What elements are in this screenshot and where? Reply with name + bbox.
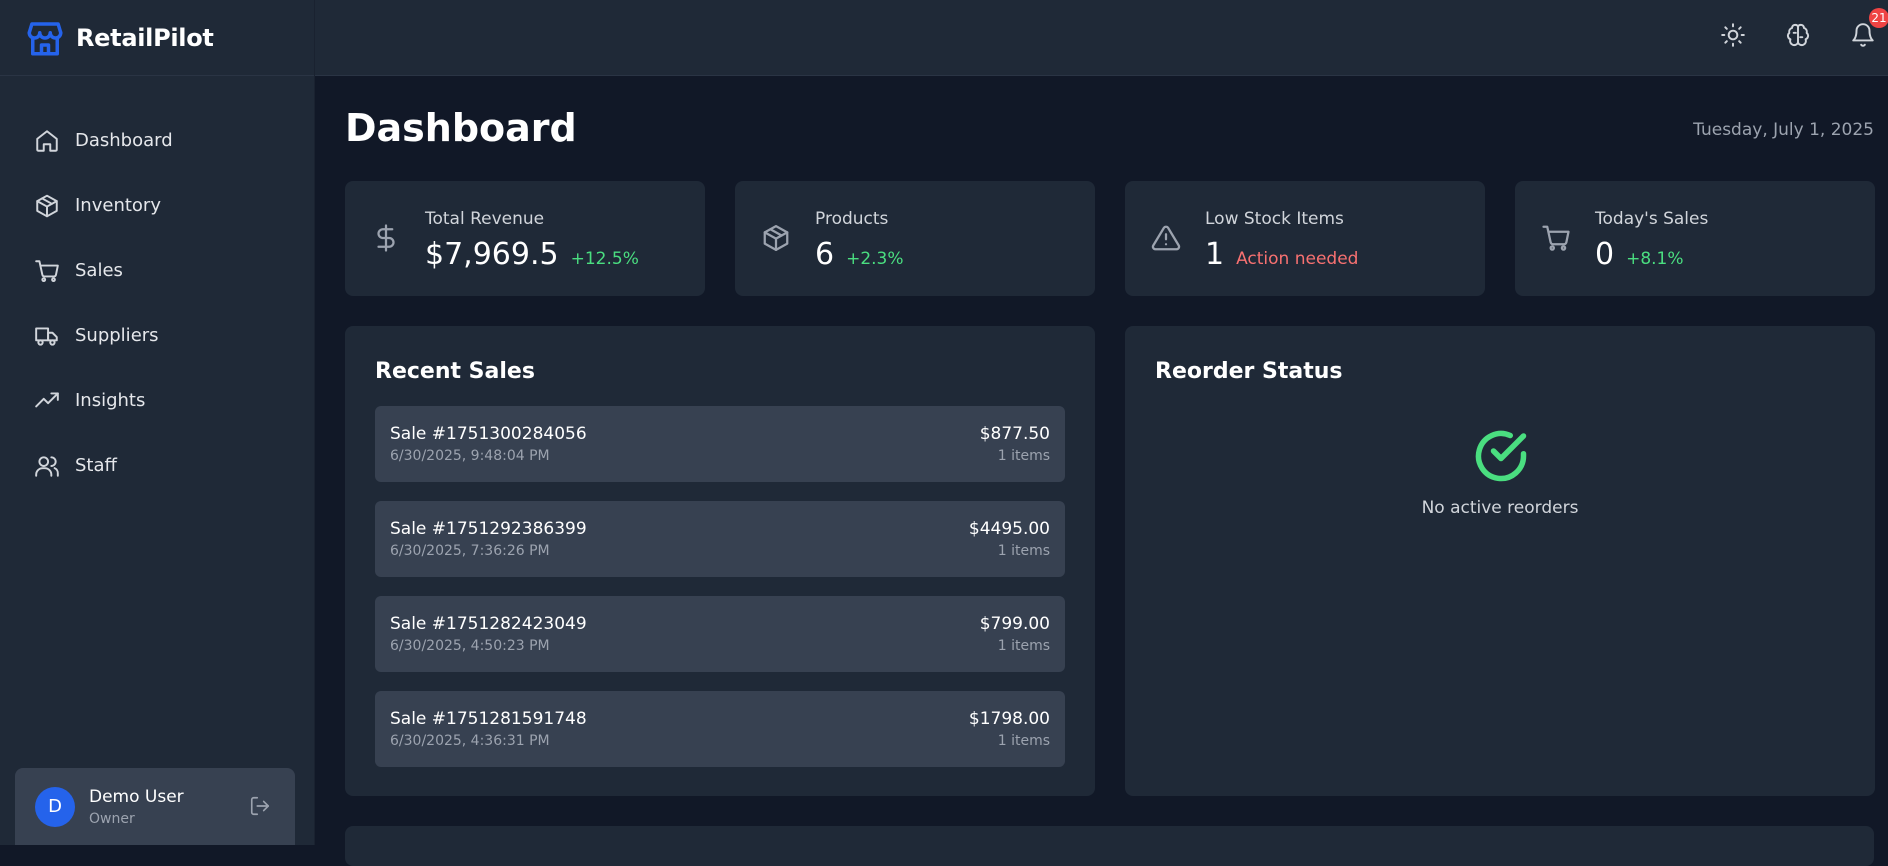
sidebar-item-label: Staff <box>75 455 117 476</box>
sidebar-nav: Dashboard Inventory Sales Suppliers Insi… <box>0 76 314 498</box>
stat-label: Products <box>815 209 889 229</box>
stat-row: 6 +2.3% <box>815 237 904 272</box>
stat-card-todays-sales: Today's Sales 0 +8.1% <box>1515 181 1875 296</box>
store-icon <box>24 17 66 59</box>
stat-change: +2.3% <box>846 249 904 269</box>
stat-change: Action needed <box>1236 249 1359 269</box>
app-name: RetailPilot <box>76 23 214 52</box>
stat-label: Today's Sales <box>1595 209 1709 229</box>
stat-value: 1 <box>1205 237 1225 272</box>
panel-title: Reorder Status <box>1155 359 1343 384</box>
stat-row: 1 Action needed <box>1205 237 1358 272</box>
panel-title: Recent Sales <box>375 359 535 384</box>
bell-icon[interactable] <box>1850 22 1876 48</box>
page-title: Dashboard <box>345 106 577 150</box>
bottom-panel <box>345 826 1874 866</box>
stat-value: 6 <box>815 237 835 272</box>
sidebar-item-label: Suppliers <box>75 325 159 346</box>
stat-value: 0 <box>1595 237 1615 272</box>
user-role: Owner <box>89 810 135 827</box>
stat-card-products: Products 6 +2.3% <box>735 181 1095 296</box>
list-item[interactable]: Sale #1751300284056 6/30/2025, 9:48:04 P… <box>375 406 1065 482</box>
sale-total: $877.50 <box>979 424 1050 444</box>
sidebar-item-dashboard[interactable]: Dashboard <box>0 108 314 173</box>
sale-items: 1 items <box>997 543 1050 559</box>
sale-date: 6/30/2025, 4:50:23 PM <box>390 638 550 654</box>
sale-items: 1 items <box>997 733 1050 749</box>
stat-row: 0 +8.1% <box>1595 237 1684 272</box>
truck-icon <box>34 323 60 349</box>
page-date: Tuesday, July 1, 2025 <box>1693 120 1874 140</box>
reorder-status-panel: Reorder Status No active reorders <box>1125 326 1875 796</box>
stat-card-low-stock: Low Stock Items 1 Action needed <box>1125 181 1485 296</box>
list-item[interactable]: Sale #1751282423049 6/30/2025, 4:50:23 P… <box>375 596 1065 672</box>
empty-state-text: No active reorders <box>1421 498 1579 518</box>
box-icon <box>761 223 791 253</box>
stat-change: +12.5% <box>570 249 639 269</box>
stat-label: Total Revenue <box>425 209 545 229</box>
sale-total: $4495.00 <box>968 519 1050 539</box>
sidebar-item-sales[interactable]: Sales <box>0 238 314 303</box>
user-info: Demo User Owner <box>89 787 184 827</box>
sidebar-item-label: Inventory <box>75 195 161 216</box>
list-item[interactable]: Sale #1751292386399 6/30/2025, 7:36:26 P… <box>375 501 1065 577</box>
stat-change: +8.1% <box>1626 249 1684 269</box>
notification-badge: 21 <box>1869 8 1888 28</box>
sale-id: Sale #1751300284056 <box>390 424 587 444</box>
sale-id: Sale #1751282423049 <box>390 614 587 634</box>
avatar[interactable]: D <box>35 786 75 827</box>
box-icon <box>34 193 60 219</box>
sale-id: Sale #1751292386399 <box>390 519 587 539</box>
sidebar-item-label: Dashboard <box>75 130 173 151</box>
home-icon <box>34 128 60 154</box>
trending-up-icon <box>34 388 60 414</box>
sale-total: $799.00 <box>979 614 1050 634</box>
sidebar-item-label: Sales <box>75 260 123 281</box>
users-icon <box>34 453 60 479</box>
user-card: D Demo User Owner <box>15 768 295 845</box>
sidebar-item-suppliers[interactable]: Suppliers <box>0 303 314 368</box>
user-name: Demo User <box>89 786 184 807</box>
brain-icon[interactable] <box>1785 22 1811 48</box>
sale-date: 6/30/2025, 7:36:26 PM <box>390 543 550 559</box>
cart-icon <box>34 258 60 284</box>
list-item[interactable]: Sale #1751281591748 6/30/2025, 4:36:31 P… <box>375 691 1065 767</box>
cart-icon <box>1541 223 1571 253</box>
check-circle-icon <box>1471 426 1531 486</box>
sidebar-item-staff[interactable]: Staff <box>0 433 314 498</box>
sale-date: 6/30/2025, 9:48:04 PM <box>390 448 550 464</box>
alert-triangle-icon <box>1151 223 1181 253</box>
logout-icon[interactable] <box>249 795 271 817</box>
sale-items: 1 items <box>997 448 1050 464</box>
stat-row: $7,969.5 +12.5% <box>425 237 639 272</box>
sale-date: 6/30/2025, 4:36:31 PM <box>390 733 550 749</box>
stat-value: $7,969.5 <box>425 237 559 272</box>
stat-label: Low Stock Items <box>1205 209 1344 229</box>
sale-items: 1 items <box>997 638 1050 654</box>
sidebar-item-inventory[interactable]: Inventory <box>0 173 314 238</box>
dollar-icon <box>371 223 401 253</box>
sale-id: Sale #1751281591748 <box>390 709 587 729</box>
top-bar <box>315 0 1888 76</box>
sidebar-item-label: Insights <box>75 390 146 411</box>
sun-icon[interactable] <box>1720 22 1746 48</box>
sale-total: $1798.00 <box>968 709 1050 729</box>
sidebar: RetailPilot Dashboard Inventory Sales Su… <box>0 0 315 845</box>
recent-sales-panel: Recent Sales Sale #1751300284056 6/30/20… <box>345 326 1095 796</box>
sidebar-item-insights[interactable]: Insights <box>0 368 314 433</box>
stat-card-total-revenue: Total Revenue $7,969.5 +12.5% <box>345 181 705 296</box>
brand[interactable]: RetailPilot <box>0 0 314 76</box>
